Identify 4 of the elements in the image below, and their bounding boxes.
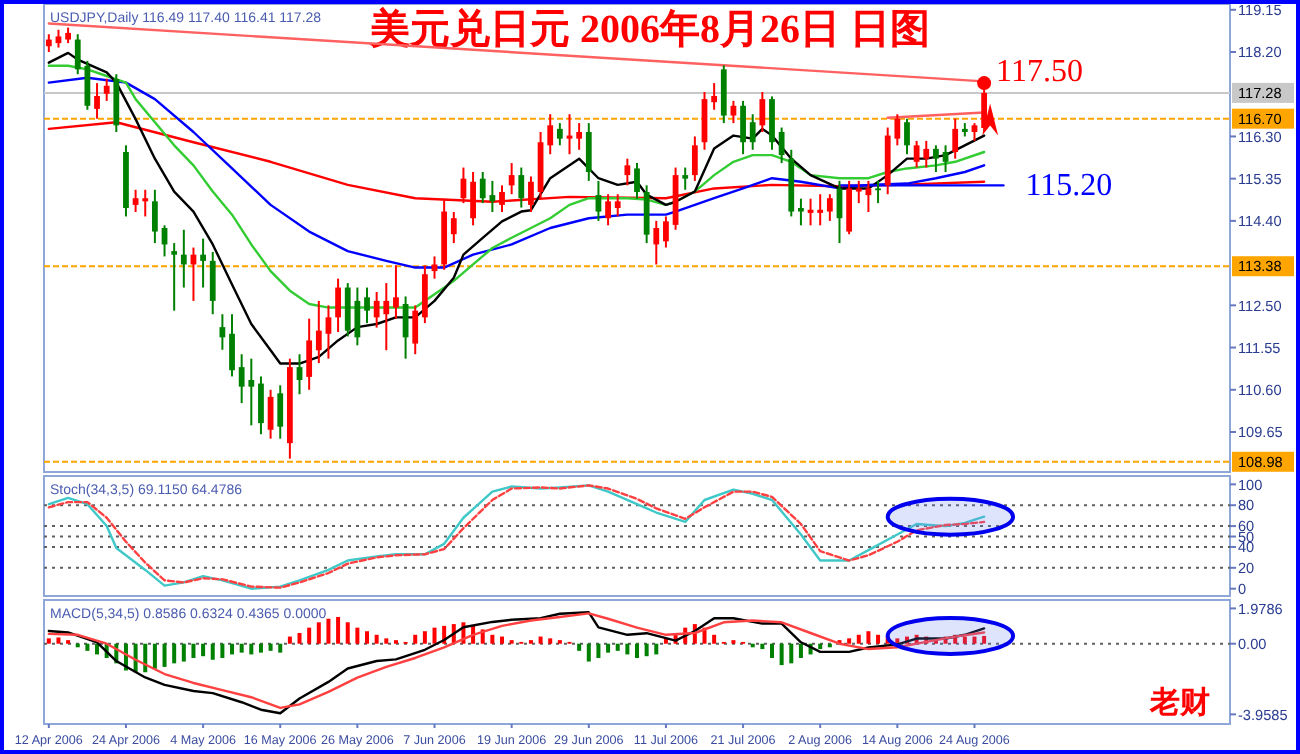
series-label: 117.50	[996, 55, 1083, 90]
chart-title: 美元兑日元 2006年8月26日 日图	[368, 6, 930, 52]
series-label: 115.20	[1025, 169, 1113, 204]
annotation: 老财	[1148, 686, 1210, 720]
